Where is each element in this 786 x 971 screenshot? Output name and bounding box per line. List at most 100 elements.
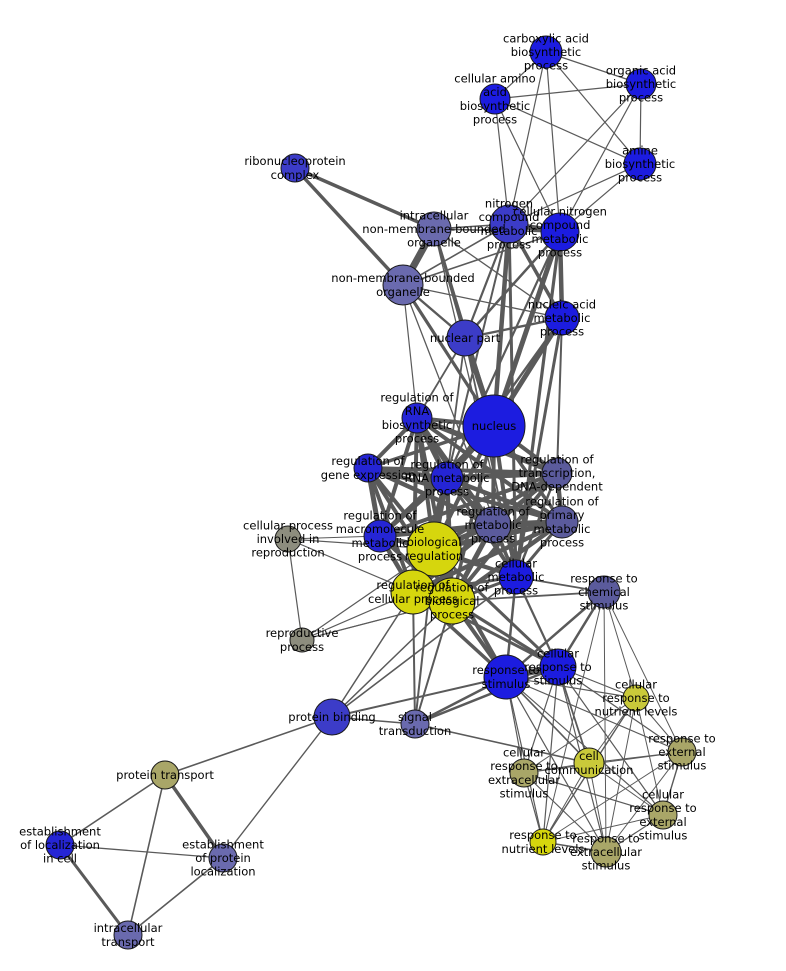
graph-edge <box>491 221 512 429</box>
graph-node[interactable] <box>150 760 180 790</box>
graph-edge <box>494 98 561 233</box>
graph-edge <box>505 676 607 853</box>
graph-node[interactable] <box>623 147 657 181</box>
graph-edge <box>127 857 224 936</box>
graph-edge <box>410 519 565 595</box>
graph-node[interactable] <box>590 836 622 868</box>
graph-node[interactable] <box>489 204 529 244</box>
graph-node[interactable] <box>400 709 430 739</box>
graph-edge <box>127 774 166 936</box>
graph-node[interactable] <box>45 830 75 860</box>
graph-node[interactable] <box>406 521 462 577</box>
graph-edge <box>414 723 590 764</box>
graph-node[interactable] <box>280 153 310 183</box>
graph-node[interactable] <box>498 559 534 595</box>
graph-edge <box>451 591 605 602</box>
graph-edge <box>59 844 224 859</box>
graph-edge <box>464 337 517 578</box>
graph-edge <box>432 547 560 669</box>
graph-edge <box>413 665 560 726</box>
edge-layer <box>58 51 683 937</box>
graph-edge <box>545 51 561 233</box>
graph-edge <box>523 697 637 774</box>
graph-edge <box>463 230 562 340</box>
graph-edge <box>514 316 564 579</box>
graph-edge <box>523 666 559 774</box>
graph-edge <box>293 166 405 287</box>
graph-node[interactable] <box>416 211 452 247</box>
graph-node[interactable] <box>539 648 577 686</box>
graph-edge <box>505 676 664 816</box>
graph-node[interactable] <box>479 83 511 115</box>
graph-edge <box>508 163 641 225</box>
graph-edge <box>491 229 563 429</box>
graph-edge <box>603 591 683 753</box>
graph-node[interactable] <box>382 264 424 306</box>
graph-edge <box>542 814 664 843</box>
graph-edge <box>505 676 683 753</box>
graph-edge <box>59 774 166 846</box>
graph-edge <box>603 591 637 699</box>
graph-edge <box>508 51 547 225</box>
graph-node[interactable] <box>289 627 315 653</box>
graph-edge <box>557 666 683 753</box>
graph-node[interactable] <box>540 212 580 252</box>
graph-edge <box>287 538 414 593</box>
graph-edge <box>494 98 510 225</box>
graph-edge <box>222 716 333 859</box>
graph-edge <box>494 98 641 165</box>
graph-node[interactable] <box>541 457 573 489</box>
graph-node[interactable] <box>430 461 464 495</box>
graph-node[interactable] <box>625 68 657 100</box>
graph-node[interactable] <box>363 519 397 553</box>
graph-edge <box>331 591 414 718</box>
graph-edge <box>514 230 562 579</box>
graph-edge <box>164 716 333 776</box>
graph-node[interactable] <box>545 505 579 539</box>
graph-edge <box>365 465 496 528</box>
graph-edge <box>331 676 507 718</box>
graph-node[interactable] <box>113 920 143 950</box>
graph-node[interactable] <box>573 747 605 779</box>
graph-edge <box>402 284 418 419</box>
graph-node[interactable] <box>544 300 580 336</box>
graph-edge <box>446 337 466 479</box>
graph-node[interactable] <box>390 569 436 615</box>
graph-node[interactable] <box>353 453 383 483</box>
graph-node[interactable] <box>274 525 302 553</box>
graph-node[interactable] <box>529 828 557 856</box>
graph-node[interactable] <box>462 394 526 458</box>
graph-node[interactable] <box>648 800 678 830</box>
graph-edge <box>366 466 564 524</box>
graph-node[interactable] <box>622 684 650 712</box>
graph-edge <box>378 471 559 538</box>
graph-edge <box>366 466 559 475</box>
graph-edge <box>494 83 642 100</box>
graph-edge <box>559 83 642 233</box>
graph-edge <box>523 772 607 853</box>
graph-edge <box>331 600 453 718</box>
graph-edge <box>545 51 642 85</box>
graph-node[interactable] <box>483 654 529 700</box>
label-layer: carboxylic acid biosynthetic process organi… <box>19 31 716 948</box>
graph-edge <box>508 83 642 225</box>
graph-edge <box>542 751 683 843</box>
graph-edge <box>557 666 664 816</box>
graph-edge <box>463 222 511 340</box>
graph-node[interactable] <box>428 577 476 625</box>
graph-node[interactable] <box>587 575 621 609</box>
graph-node[interactable] <box>401 402 433 434</box>
graph-edge <box>545 51 641 165</box>
graph-node[interactable] <box>474 506 512 544</box>
graph-edge <box>414 548 435 725</box>
graph-node[interactable] <box>529 35 563 69</box>
graph-edge <box>402 284 563 319</box>
graph-node[interactable] <box>313 698 351 736</box>
graph-node[interactable] <box>446 319 484 357</box>
graph-node[interactable] <box>509 758 539 788</box>
graph-edge <box>331 576 517 718</box>
graph-node[interactable] <box>667 737 697 767</box>
graph-node[interactable] <box>208 843 238 873</box>
